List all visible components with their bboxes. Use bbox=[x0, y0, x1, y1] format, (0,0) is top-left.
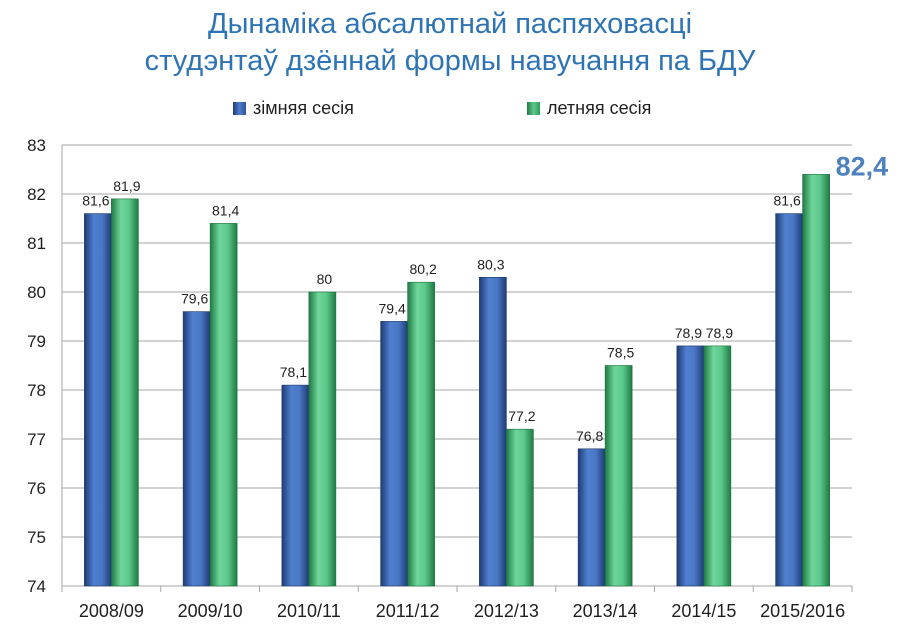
bar-summer-2009/10 bbox=[209, 223, 238, 587]
bar-winter-2014/15 bbox=[676, 345, 705, 587]
bar-summer-2011/12 bbox=[407, 281, 435, 587]
bar-summer-2014/15 bbox=[703, 345, 732, 587]
data-label: 78,1 bbox=[280, 364, 307, 380]
data-label: 76,8 bbox=[576, 428, 603, 444]
data-label: 79,6 bbox=[181, 291, 208, 307]
data-label: 78,9 bbox=[706, 325, 733, 341]
x-tick-label: 2010/11 bbox=[277, 601, 341, 621]
legend-swatch-summer bbox=[527, 102, 540, 115]
y-tick-label: 83 bbox=[27, 136, 46, 155]
x-tick-label: 2015/2016 bbox=[760, 601, 845, 621]
bar-winter-2013/14 bbox=[577, 448, 606, 587]
bar-summer-2013/14 bbox=[604, 365, 633, 587]
x-tick-label: 2012/13 bbox=[474, 601, 539, 621]
x-tick-label: 2008/09 bbox=[79, 601, 144, 621]
bar-summer-2008/09 bbox=[111, 198, 139, 587]
bar-summer-2012/13 bbox=[506, 428, 534, 587]
data-label: 80,3 bbox=[477, 256, 504, 272]
data-label: 79,4 bbox=[379, 300, 406, 316]
x-tick-label: 2014/15 bbox=[671, 601, 736, 621]
bar-winter-2010/11 bbox=[281, 384, 310, 587]
data-label: 81,6 bbox=[82, 193, 109, 209]
y-tick-label: 80 bbox=[27, 283, 46, 302]
chart-title-line-1: Дынаміка абсалютнай паспяховасці bbox=[207, 8, 693, 40]
bar-winter-2008/09 bbox=[84, 213, 112, 587]
highlight-data-label: 82,4 bbox=[836, 151, 889, 181]
y-tick-label: 75 bbox=[27, 528, 46, 547]
bar-summer-2010/11 bbox=[308, 291, 337, 587]
bar-winter-2009/10 bbox=[182, 311, 211, 587]
grid-layer bbox=[61, 144, 853, 592]
y-tick-label: 76 bbox=[27, 479, 46, 498]
data-label: 77,2 bbox=[508, 408, 535, 424]
data-label: 78,9 bbox=[675, 325, 702, 341]
y-tick-label: 74 bbox=[27, 577, 46, 596]
data-label: 81,6 bbox=[774, 193, 801, 209]
bar-layer bbox=[84, 174, 830, 587]
data-label: 81,9 bbox=[113, 178, 140, 194]
bar-summer-2015/2016 bbox=[802, 174, 830, 587]
y-tick-label: 79 bbox=[27, 332, 46, 351]
y-tick-label: 81 bbox=[27, 234, 46, 253]
legend-label-winter: зімняя сесія bbox=[253, 98, 354, 118]
data-label: 81,4 bbox=[212, 202, 239, 218]
legend-label-summer: летняя сесія bbox=[547, 98, 652, 118]
bar-winter-2011/12 bbox=[380, 321, 408, 587]
x-tick-label: 2009/10 bbox=[178, 601, 243, 621]
data-label: 78,5 bbox=[607, 345, 634, 361]
bar-winter-2012/13 bbox=[479, 276, 507, 587]
bar-winter-2015/2016 bbox=[775, 213, 803, 587]
legend-swatch-winter bbox=[233, 102, 246, 115]
label-layer: 747576777879808182832008/0981,681,92009/… bbox=[27, 136, 888, 621]
y-tick-label: 82 bbox=[27, 185, 46, 204]
legend-item-winter: зімняя сесія bbox=[233, 98, 354, 119]
y-tick-label: 77 bbox=[27, 430, 46, 449]
chart-title-line-2: студэнтаў дзённай формы навучання па БДУ bbox=[144, 45, 756, 77]
legend-item-summer: летняя сесія bbox=[527, 98, 651, 119]
data-label: 80,2 bbox=[410, 261, 437, 277]
chart-legend: зімняя сесія летняя сесія bbox=[0, 98, 900, 122]
data-label: 80 bbox=[317, 271, 333, 287]
x-tick-label: 2013/14 bbox=[573, 601, 638, 621]
chart-title: Дынаміка абсалютнай паспяховасці студэнт… bbox=[0, 6, 900, 80]
y-tick-label: 78 bbox=[27, 381, 46, 400]
x-tick-label: 2011/12 bbox=[376, 601, 440, 621]
